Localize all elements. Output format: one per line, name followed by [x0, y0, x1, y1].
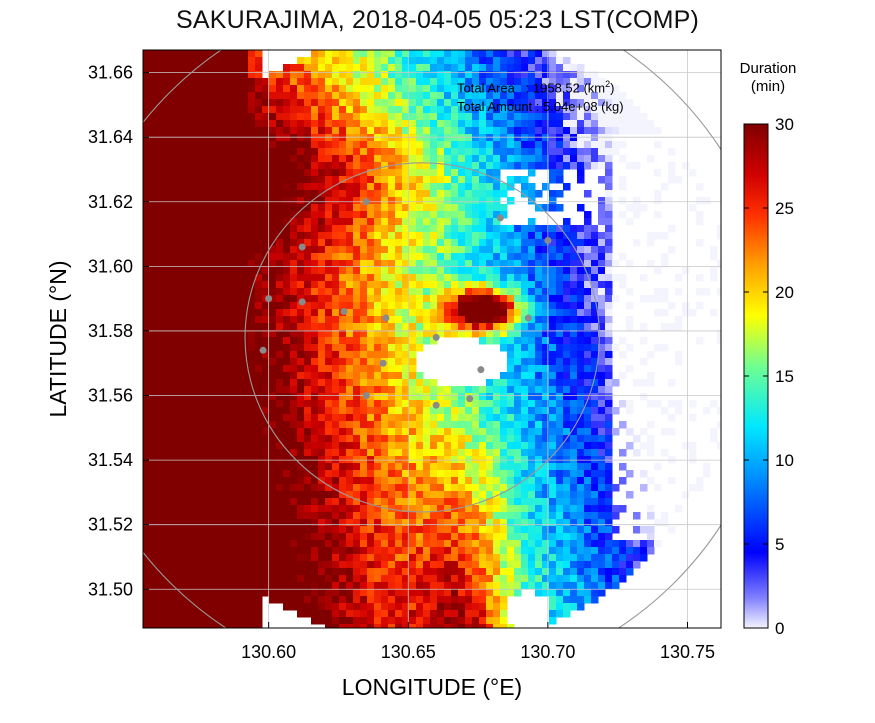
- station-marker: [362, 392, 370, 400]
- station-marker: [382, 314, 390, 322]
- total-area-text: Total Area : 1958.52 (km: [457, 80, 606, 96]
- total-amount-annotation: Total Amount : 5.04e+08 (kg): [457, 99, 624, 114]
- colorbar-unit: (min): [751, 78, 785, 95]
- y-tick-label: 31.50: [88, 579, 133, 599]
- station-marker: [298, 243, 306, 251]
- x-tick-label: 130.65: [381, 642, 436, 662]
- station-marker: [524, 314, 532, 322]
- range-ring: [244, 162, 600, 513]
- colorbar-tick-label: 20: [775, 283, 794, 302]
- y-tick-label: 31.62: [88, 192, 133, 212]
- y-tick-label: 31.56: [88, 386, 133, 406]
- total-area-annotation: Total Area : 1958.52 (km2): [457, 79, 615, 95]
- station-marker: [259, 346, 267, 354]
- colorbar: Duration (min) 0 5 10 15 20 25 30: [740, 60, 797, 638]
- observation-stations: [259, 198, 552, 409]
- chart-title: SAKURAJIMA, 2018-04-05 05:23 LST(COMP): [175, 6, 700, 34]
- x-tick-label: 130.60: [241, 642, 296, 662]
- station-marker: [544, 237, 552, 245]
- station-marker: [477, 366, 485, 374]
- total-area-close: ): [610, 80, 615, 96]
- station-marker: [298, 298, 306, 306]
- total-area-superscript: 2: [605, 79, 611, 89]
- station-marker: [466, 395, 474, 403]
- colorbar-tick-label: 25: [775, 199, 794, 218]
- station-marker: [265, 295, 273, 303]
- station-marker: [496, 214, 504, 222]
- station-marker: [432, 333, 440, 341]
- colorbar-tick-label: 30: [775, 115, 794, 134]
- duration-field: [143, 50, 721, 628]
- grid-lines: [143, 50, 721, 628]
- y-tick-label: 31.52: [88, 515, 133, 535]
- radar-range-rings: [143, 50, 721, 628]
- station-marker: [379, 359, 387, 367]
- y-tick-label: 31.58: [88, 321, 133, 341]
- x-axis-label: LONGITUDE (°E): [342, 674, 522, 700]
- y-tick-label: 31.60: [88, 256, 133, 276]
- station-marker: [362, 198, 370, 206]
- x-tick-label: 130.75: [660, 642, 715, 662]
- colorbar-tick-label: 0: [775, 619, 784, 638]
- x-tick-label: 130.70: [520, 642, 575, 662]
- y-tick-label: 31.54: [88, 450, 133, 470]
- plot-area: [142, 49, 722, 629]
- colorbar-tick-label: 15: [775, 367, 794, 386]
- colorbar-tick-label: 5: [775, 535, 784, 554]
- station-marker: [432, 401, 440, 409]
- colorbar-title: Duration: [740, 60, 797, 77]
- colorbar-tick-label: 10: [775, 451, 794, 470]
- y-axis-label: LATITUDE (°N): [45, 261, 71, 418]
- axis-ticks: 130.60 130.65 130.70 130.75 31.50 31.52 31.54 3…: [88, 63, 715, 662]
- y-tick-label: 31.66: [88, 63, 133, 83]
- y-tick-label: 31.64: [88, 127, 133, 147]
- station-marker: [340, 308, 348, 316]
- plot-frame: [142, 49, 722, 629]
